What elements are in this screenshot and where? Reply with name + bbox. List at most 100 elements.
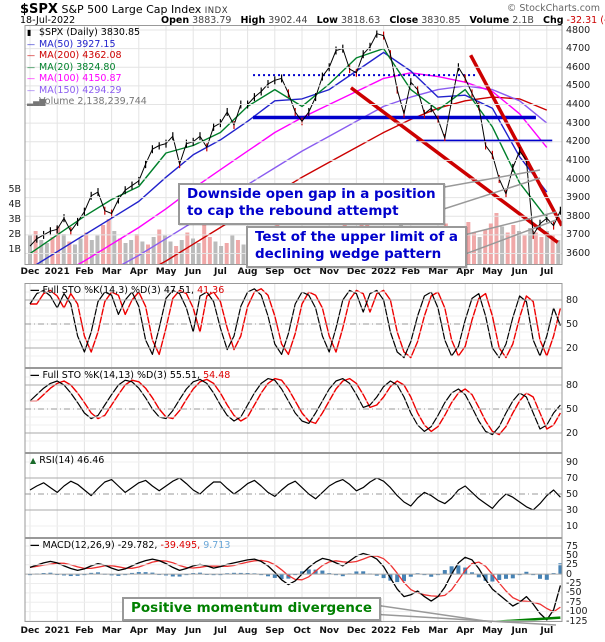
- line-swatch: —: [27, 62, 35, 72]
- legend-item-label: MA(100) 4150.87: [39, 73, 122, 84]
- chart-header: $SPX S&P 500 Large Cap Index INDX: [20, 2, 228, 17]
- volume-label: Volume: [469, 15, 510, 26]
- open-label: Open: [161, 15, 190, 26]
- volume-axis-tick: 4B: [8, 199, 21, 210]
- sto-fast-k-value: 47.51,: [163, 285, 195, 296]
- high-label: High: [240, 15, 266, 26]
- y-axis-tick: 30: [566, 504, 579, 516]
- volume-axis-tick: 2B: [8, 229, 21, 240]
- y-axis-tick: 4700: [566, 43, 591, 55]
- x-axis-month-label: May: [482, 267, 503, 277]
- x-axis-month-label: Jun: [511, 626, 528, 636]
- x-axis-month-label: 2022: [371, 626, 397, 636]
- y-axis-tick: 4600: [566, 61, 591, 73]
- x-axis-month-label: Nov: [319, 267, 339, 277]
- legend-item: ▂▄▆Volume 2,138,239,744: [27, 96, 147, 108]
- x-axis-month-label: 2021: [44, 626, 70, 636]
- x-axis-month-label: Dec: [20, 626, 40, 636]
- y-axis-tick: 50: [566, 488, 579, 500]
- y-axis-tick: 4200: [566, 136, 591, 148]
- annotation-wedge: Test of the upper limit of a declining w…: [246, 226, 468, 268]
- legend-item-label: MA(150) 4294.29: [39, 84, 122, 96]
- x-axis-month-label: May: [155, 267, 177, 277]
- legend-item-label: MA(20) 3824.80: [39, 61, 116, 73]
- close-value: 3830.85: [421, 15, 461, 26]
- annotation-momentum: Positive momentum divergence: [122, 597, 382, 622]
- x-axis-month-label: Jul: [540, 626, 554, 636]
- macd-value: -29.782,: [117, 540, 158, 551]
- x-axis-month-label: 2022: [371, 267, 397, 277]
- y-axis-tick: 3600: [566, 248, 591, 260]
- x-axis-month-label: Aug: [237, 626, 258, 636]
- annotation-gap: Downside open gap in a position to cap t…: [178, 183, 445, 225]
- x-axis-month-label: Jun: [185, 626, 202, 636]
- sto-fast-label: — Full STO %K(14,3) %D(3) 47.51, 41.36: [30, 285, 225, 296]
- volume-bars-icon: ▂▄▆: [27, 97, 46, 106]
- y-axis-tick: 50: [566, 549, 579, 561]
- legend-item-label: Volume 2,138,239,744: [39, 96, 147, 107]
- x-axis-month-label: Feb: [75, 267, 94, 277]
- y-axis-tick: -75: [566, 596, 582, 608]
- x-axis-month-label: Dec: [346, 626, 366, 636]
- volume-axis-tick: 5B: [8, 184, 21, 195]
- y-axis-tick: 4100: [566, 154, 591, 166]
- x-axis-month-label: May: [482, 626, 503, 636]
- x-axis-month-label: Nov: [319, 626, 339, 636]
- x-axis-months-bottom: Dec 2021 Feb Mar Apr May Jun Jul Aug Sep Oct Nov Dec…: [0, 626, 605, 640]
- x-axis-month-label: Jul: [213, 267, 227, 277]
- line-swatch: —: [27, 74, 35, 83]
- y-axis-tick: 4000: [566, 173, 591, 185]
- x-axis-month-label: Mar: [101, 626, 122, 636]
- y-axis-tick: 4300: [566, 117, 591, 129]
- high-value: 3902.44: [268, 15, 308, 26]
- volume-axis-tick: 1B: [8, 244, 21, 255]
- x-axis-month-label: Oct: [293, 267, 311, 277]
- legend-item-label: MA(200) 4362.08: [39, 50, 122, 61]
- y-axis-tick: 50: [566, 403, 579, 415]
- x-axis-month-label: Sep: [265, 626, 285, 636]
- x-axis-month-label: May: [155, 626, 177, 636]
- y-axis-tick: -125: [566, 615, 588, 627]
- x-axis-month-label: Mar: [101, 267, 122, 277]
- legend-item-label: MA(50) 3927.15: [39, 38, 116, 50]
- y-axis-tick: 70: [566, 472, 579, 484]
- line-swatch: —: [30, 540, 40, 551]
- x-axis-month-label: Mar: [428, 626, 448, 636]
- x-axis-month-label: Feb: [401, 626, 420, 636]
- y-axis-tick: 75: [566, 540, 579, 552]
- x-axis-month-label: Jun: [185, 267, 202, 277]
- sto-slow-k-value: 55.51,: [169, 370, 201, 381]
- y-axis-tick: 80: [566, 379, 579, 391]
- quote-summary: Open 3883.79 High 3902.44 Low 3818.63 Cl…: [155, 15, 605, 26]
- x-axis-month-label: Jun: [511, 267, 528, 277]
- low-label: Low: [316, 15, 338, 26]
- x-axis-month-label: Apr: [129, 267, 148, 277]
- macd-signal-value: -39.495,: [160, 540, 201, 551]
- volume-value: 2.1B: [512, 15, 534, 26]
- y-axis-tick: 90: [566, 456, 579, 468]
- y-axis-tick: 4500: [566, 80, 591, 92]
- chart-date: 18-Jul-2022: [20, 15, 76, 26]
- y-axis-tick: -50: [566, 587, 582, 599]
- x-axis-month-label: Jul: [213, 626, 227, 636]
- x-axis-month-label: 2021: [44, 267, 70, 277]
- rsi-label: ▲ RSI(14) 46.46: [30, 455, 105, 466]
- sto-slow-label: — Full STO %K(14,13) %D(3) 55.51, 54.48: [30, 370, 231, 381]
- y-axis-tick: 3800: [566, 210, 591, 222]
- y-axis-tick: 4800: [566, 24, 591, 36]
- index-name: S&P 500 Large Cap Index: [61, 3, 202, 16]
- legend-item: — MA(20) 3824.80: [27, 62, 147, 74]
- x-axis-month-label: Apr: [456, 267, 475, 277]
- legend-item: — MA(50) 3927.15: [27, 39, 147, 51]
- y-axis-tick: 0: [566, 568, 573, 580]
- y-axis-tick: 3900: [566, 192, 591, 204]
- line-swatch: —: [27, 51, 35, 60]
- legend-item: — MA(200) 4362.08: [27, 50, 147, 62]
- rsi-icon: ▲: [30, 456, 37, 465]
- x-axis-month-label: Dec: [346, 267, 366, 277]
- chg-value: -32.31 (-0.84%): [566, 15, 605, 26]
- x-axis-month-label: Apr: [456, 626, 475, 636]
- y-axis-tick: 25: [566, 559, 579, 571]
- exchange: INDX: [204, 6, 229, 16]
- y-axis-tick: 20: [566, 427, 579, 439]
